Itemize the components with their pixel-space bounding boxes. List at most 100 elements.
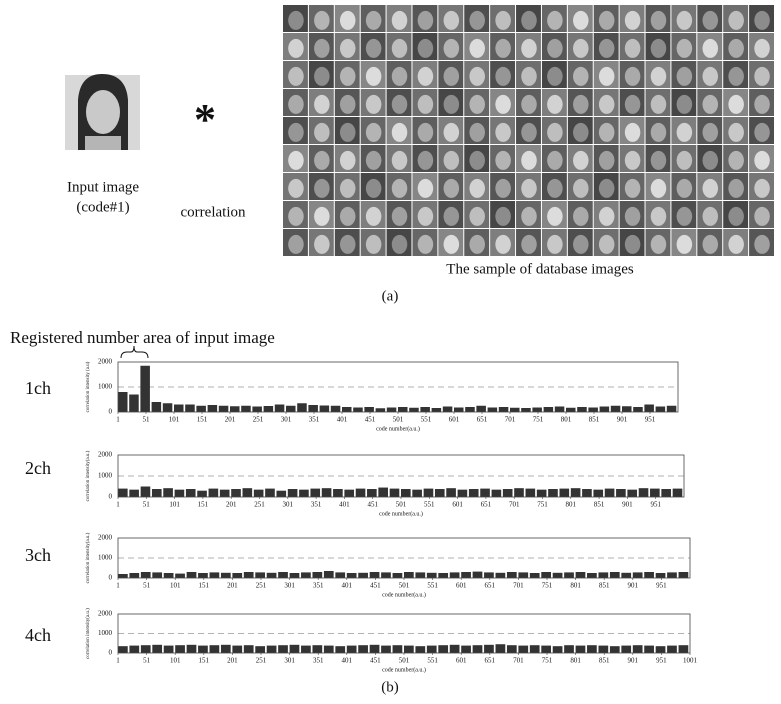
x-tick-label: 51 bbox=[143, 416, 151, 424]
face-tile-face bbox=[469, 178, 485, 198]
bar bbox=[518, 572, 529, 578]
face-tile-face bbox=[443, 206, 460, 226]
bar bbox=[219, 489, 230, 497]
chart-title: 1ch bbox=[25, 378, 51, 398]
face-tile-face bbox=[495, 94, 511, 114]
bar bbox=[198, 645, 208, 653]
face-tile-face bbox=[314, 38, 330, 58]
x-tick-label: 251 bbox=[254, 501, 265, 509]
x-tick-label: 151 bbox=[197, 416, 208, 424]
bar bbox=[286, 405, 296, 412]
bar bbox=[174, 489, 185, 497]
face-tile-face bbox=[495, 206, 511, 226]
x-axis-label: code number(a.u.) bbox=[376, 425, 420, 432]
face-tile-face bbox=[391, 122, 408, 142]
face-tile-face bbox=[339, 178, 356, 198]
bar bbox=[346, 645, 357, 653]
x-tick-label: 601 bbox=[449, 416, 460, 424]
face-tile-face bbox=[288, 150, 304, 170]
x-tick-label: 651 bbox=[481, 501, 492, 509]
bar bbox=[330, 405, 341, 412]
annotation: Registered number area of input image bbox=[10, 328, 275, 347]
y-axis-label: correlation intensity(a.u.) bbox=[86, 608, 91, 659]
face-tile-face bbox=[728, 178, 744, 198]
bar bbox=[655, 646, 666, 653]
bar bbox=[438, 573, 449, 578]
face-tile-face bbox=[547, 206, 563, 226]
bar bbox=[335, 646, 346, 653]
face-tile-face bbox=[728, 38, 744, 58]
bar bbox=[289, 573, 300, 578]
face-tile-face bbox=[676, 10, 693, 30]
bar bbox=[278, 645, 288, 653]
face-tile-face bbox=[391, 234, 408, 254]
bar bbox=[582, 489, 592, 497]
x-tick-label: 701 bbox=[505, 416, 516, 424]
bar bbox=[353, 407, 363, 412]
face-tile-face bbox=[443, 94, 460, 114]
face-tile-face bbox=[728, 94, 744, 114]
bar bbox=[667, 645, 677, 653]
face-tile-face bbox=[573, 38, 589, 58]
face-tile-face bbox=[288, 10, 304, 30]
y-tick-label: 2000 bbox=[98, 358, 113, 366]
face-tile-face bbox=[521, 38, 537, 58]
neck bbox=[85, 136, 121, 150]
x-tick-label: 901 bbox=[628, 657, 639, 665]
bar bbox=[495, 572, 506, 578]
bar bbox=[140, 572, 151, 578]
bar bbox=[175, 645, 185, 653]
face-tile-face bbox=[650, 122, 667, 142]
bar bbox=[301, 572, 311, 578]
x-tick-label: 951 bbox=[645, 416, 656, 424]
face-tile-face bbox=[391, 150, 408, 170]
bar bbox=[220, 644, 231, 653]
y-tick-label: 1000 bbox=[98, 629, 113, 637]
bar bbox=[506, 572, 517, 578]
bar bbox=[434, 489, 445, 497]
x-tick-label: 901 bbox=[628, 582, 639, 590]
x-tick-label: 201 bbox=[225, 416, 236, 424]
x-tick-label: 451 bbox=[367, 501, 378, 509]
face-tile-face bbox=[314, 150, 330, 170]
bar bbox=[521, 408, 531, 412]
panel-label: (b) bbox=[381, 679, 399, 695]
face-tile-face bbox=[288, 94, 304, 114]
x-tick-label: 351 bbox=[313, 657, 324, 665]
face-tile-face bbox=[598, 66, 615, 86]
bar bbox=[472, 571, 483, 578]
input-label: (code#1) bbox=[76, 199, 129, 215]
face-tile-face bbox=[624, 38, 641, 58]
face-tile-face bbox=[650, 94, 667, 114]
x-tick-label: 1 bbox=[116, 416, 120, 424]
bar bbox=[529, 645, 540, 653]
face-tile-face bbox=[676, 150, 693, 170]
bar bbox=[207, 405, 218, 412]
face-tile-face bbox=[702, 234, 719, 254]
bar bbox=[548, 489, 558, 497]
bar bbox=[438, 645, 449, 653]
x-tick-label: 301 bbox=[281, 416, 292, 424]
bar bbox=[461, 572, 471, 578]
face-tile-face bbox=[314, 206, 330, 226]
x-tick-label: 601 bbox=[456, 582, 467, 590]
face-tile-face bbox=[417, 234, 434, 254]
face-tile-face bbox=[417, 94, 434, 114]
bar bbox=[243, 572, 254, 578]
bar bbox=[140, 645, 151, 653]
bar bbox=[129, 573, 140, 578]
bar bbox=[655, 406, 666, 412]
brace bbox=[120, 345, 149, 359]
input-label: Input image bbox=[67, 179, 139, 195]
face-tile-face bbox=[443, 66, 460, 86]
bar bbox=[308, 405, 318, 412]
face-tile-face bbox=[288, 66, 304, 86]
bar bbox=[312, 572, 323, 578]
face-tile-face bbox=[365, 38, 382, 58]
bar bbox=[638, 488, 649, 497]
bar bbox=[415, 646, 426, 653]
face-tile-face bbox=[391, 38, 408, 58]
face-tile-face bbox=[624, 178, 641, 198]
face-tile-face bbox=[650, 178, 667, 198]
bar bbox=[312, 645, 323, 653]
